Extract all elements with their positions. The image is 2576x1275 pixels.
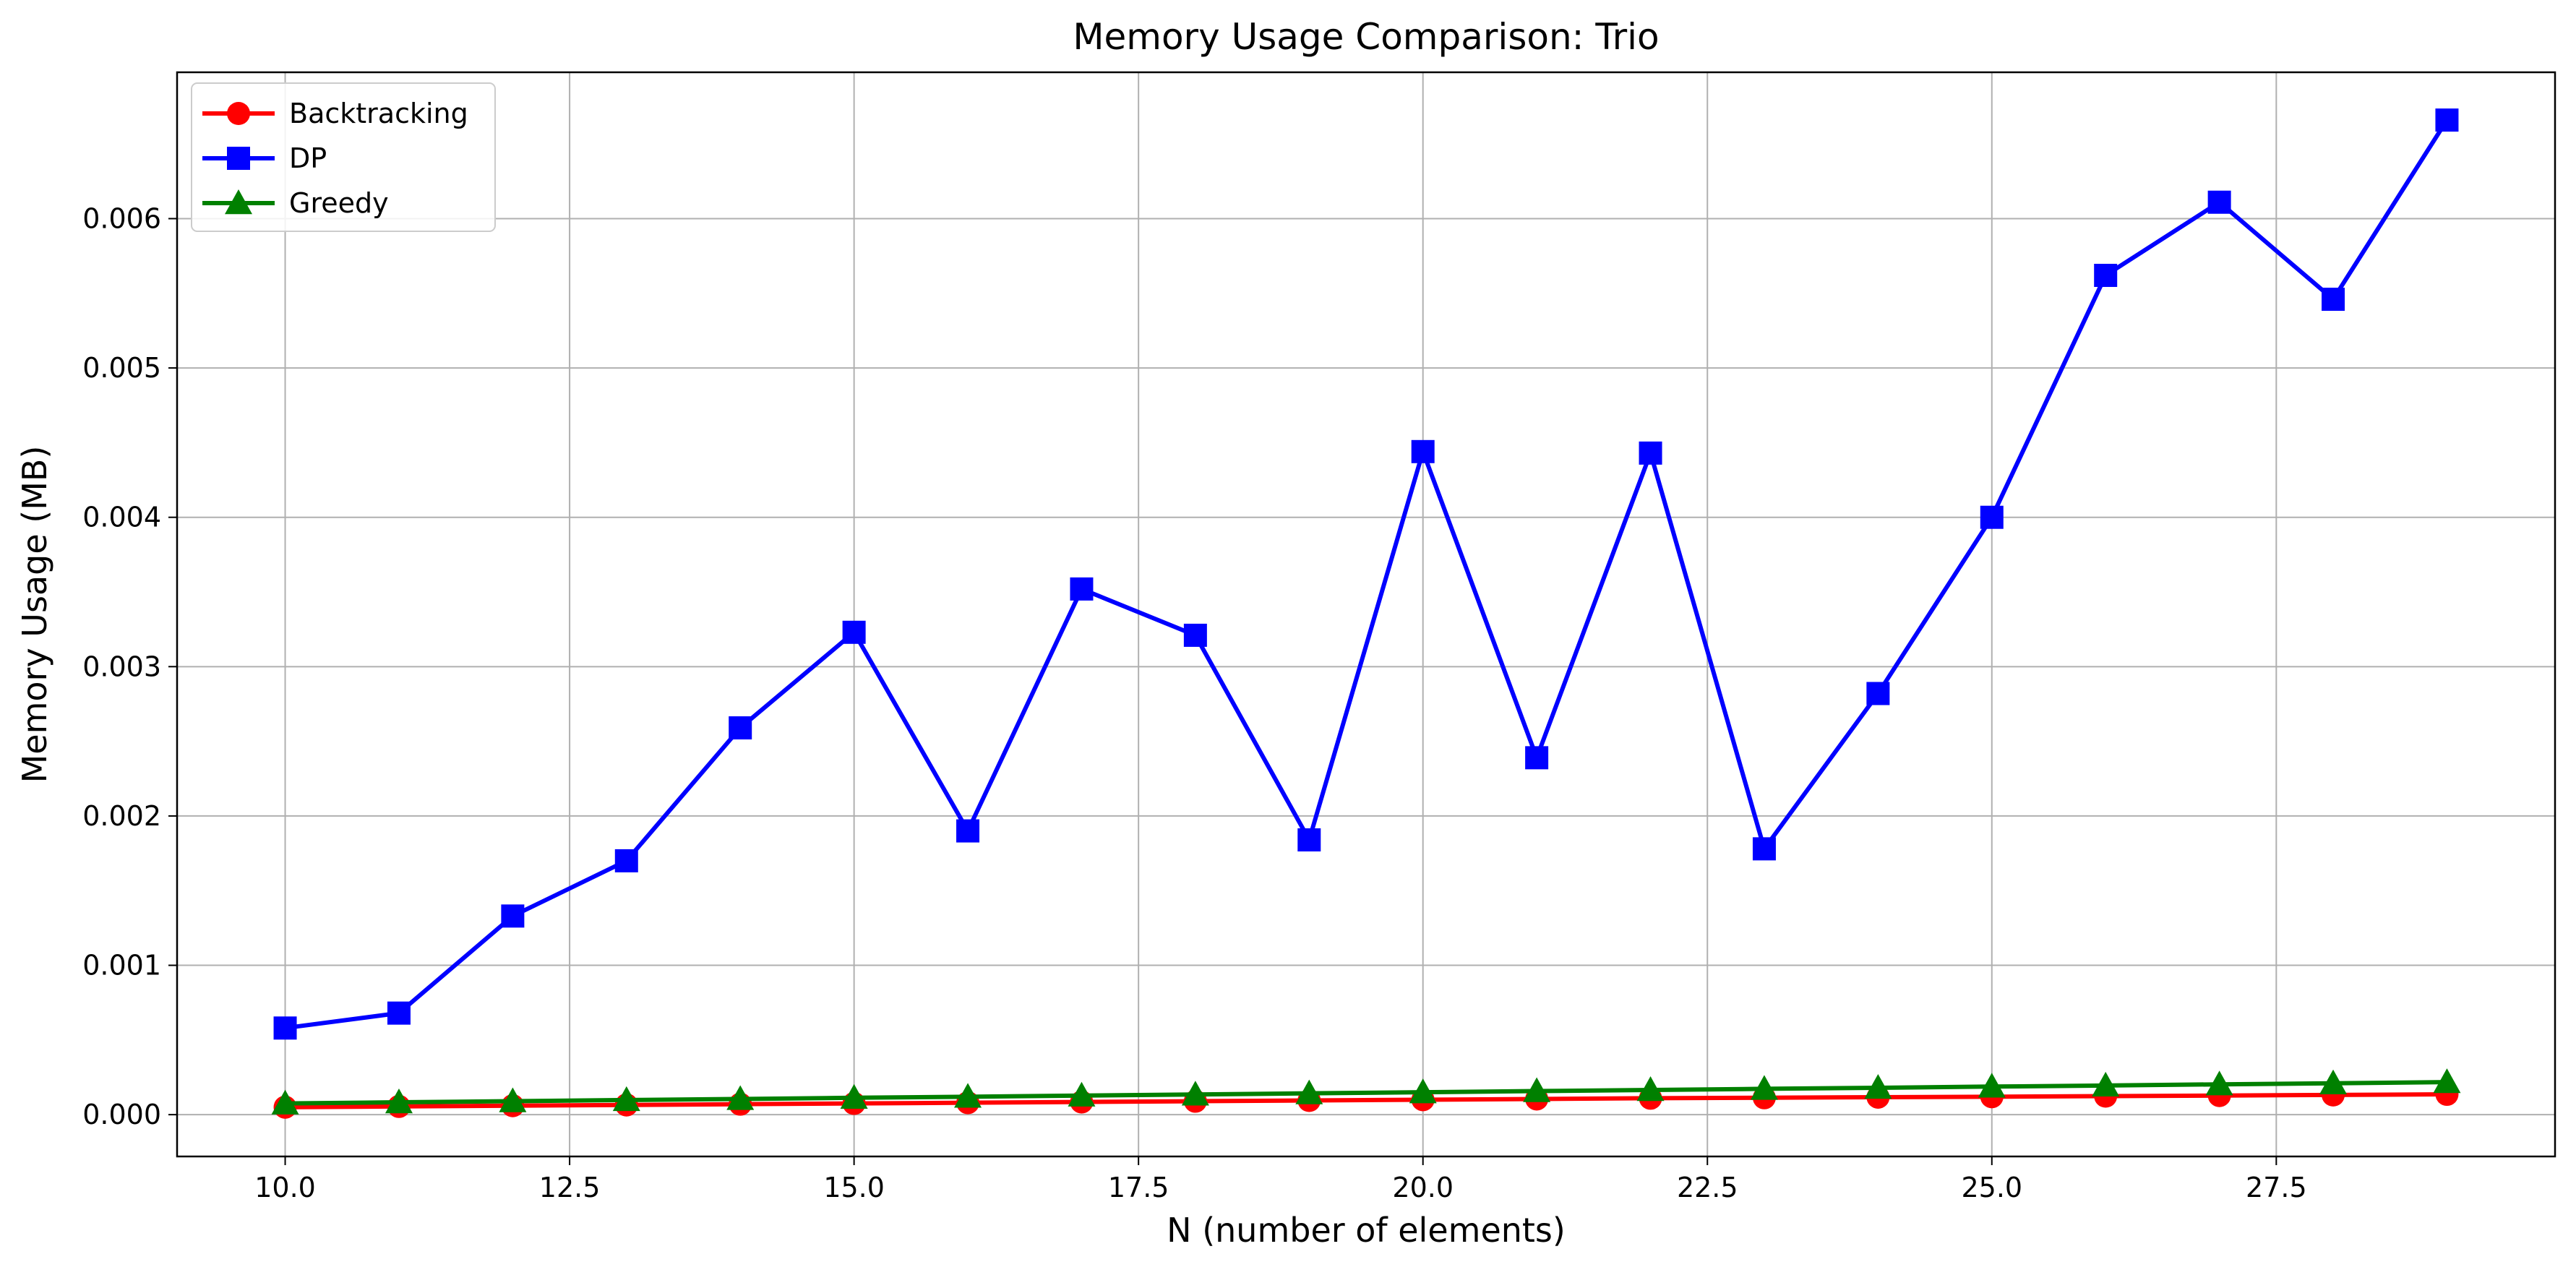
legend-marker-backtracking xyxy=(227,102,250,125)
series-line-greedy xyxy=(285,1080,2447,1106)
data-point-greedy xyxy=(1750,1075,1778,1100)
data-point-greedy xyxy=(385,1089,413,1114)
data-point-dp xyxy=(1980,505,2004,529)
data-point-greedy xyxy=(1409,1078,1437,1104)
data-point-dp xyxy=(1866,682,1890,705)
series-line-dp xyxy=(285,119,2449,1031)
chart-title: Memory Usage Comparison: Trio xyxy=(1073,16,1659,58)
data-point-dp xyxy=(273,1016,297,1040)
data-point-greedy xyxy=(840,1083,868,1109)
plot-frame xyxy=(176,71,2556,1158)
data-point-greedy xyxy=(1636,1076,1665,1102)
series-layer xyxy=(271,108,2461,1119)
data-point-dp xyxy=(2207,190,2231,214)
legend-item-dp: DP xyxy=(202,142,327,174)
x-tick-label: 17.5 xyxy=(1108,1172,1169,1203)
data-point-greedy xyxy=(2433,1068,2461,1094)
data-point-dp xyxy=(1525,746,1549,770)
x-tick-label: 10.0 xyxy=(254,1172,316,1203)
legend-label-backtracking: Backtracking xyxy=(289,98,468,129)
series-greedy xyxy=(271,1068,2461,1115)
x-tick-label: 27.5 xyxy=(2246,1172,2307,1203)
y-tick-label: 0.001 xyxy=(82,950,161,982)
legend-marker-dp xyxy=(227,147,250,170)
data-point-dp xyxy=(842,620,866,644)
data-point-dp xyxy=(956,819,980,843)
y-axis-label: Memory Usage (MB) xyxy=(15,446,54,784)
y-tick-label: 0.000 xyxy=(82,1099,161,1130)
x-tick-label: 20.0 xyxy=(1392,1172,1454,1203)
data-point-greedy xyxy=(726,1085,755,1110)
data-point-greedy xyxy=(499,1087,527,1112)
ticks: 10.0 12.5 15.0 17.5 20.0 22.5 25.0 27.5 0.000 0.0… xyxy=(82,202,2306,1203)
data-point-greedy xyxy=(612,1086,640,1112)
data-point-greedy xyxy=(2319,1069,2348,1094)
y-tick-label: 0.006 xyxy=(82,202,161,234)
data-point-greedy xyxy=(2205,1070,2233,1096)
data-point-greedy xyxy=(271,1089,299,1115)
data-point-greedy xyxy=(1864,1073,1892,1099)
x-axis-label: N (number of elements) xyxy=(1167,1211,1566,1250)
data-point-dp xyxy=(2435,108,2459,132)
data-point-dp xyxy=(729,716,752,740)
data-point-dp xyxy=(2094,263,2118,287)
data-point-greedy xyxy=(954,1083,982,1108)
data-point-dp xyxy=(2322,288,2345,312)
legend-label-greedy: Greedy xyxy=(289,187,389,219)
data-point-dp xyxy=(387,1001,411,1025)
data-point-dp xyxy=(1639,441,1662,465)
data-point-dp xyxy=(1070,577,1094,601)
legend-item-backtracking: Backtracking xyxy=(202,98,468,129)
y-tick-label: 0.004 xyxy=(82,502,161,533)
data-point-dp xyxy=(1183,623,1207,647)
data-point-dp xyxy=(501,904,525,928)
data-point-greedy xyxy=(1181,1081,1209,1106)
data-point-dp xyxy=(1297,828,1321,851)
legend-item-greedy: Greedy xyxy=(202,187,389,219)
data-point-greedy xyxy=(1068,1081,1096,1107)
data-point-dp xyxy=(1411,439,1435,463)
series-line-backtracking xyxy=(285,1092,2447,1109)
legend-marker-greedy xyxy=(225,189,252,215)
y-tick-label: 0.005 xyxy=(82,352,161,384)
legend-box xyxy=(191,82,496,232)
y-tick-label: 0.002 xyxy=(82,800,161,832)
y-tick-label: 0.003 xyxy=(82,651,161,682)
data-point-greedy xyxy=(2092,1071,2120,1097)
x-tick-label: 25.0 xyxy=(1961,1172,2022,1203)
data-point-greedy xyxy=(1295,1079,1323,1104)
data-point-greedy xyxy=(1978,1073,2006,1098)
x-tick-label: 22.5 xyxy=(1677,1172,1738,1203)
data-point-dp xyxy=(1752,837,1776,861)
legend-label-dp: DP xyxy=(289,142,327,174)
x-tick-label: 15.0 xyxy=(823,1172,885,1203)
legend: Backtracking DP Greedy xyxy=(191,82,496,232)
x-tick-label: 12.5 xyxy=(539,1172,601,1203)
series-dp xyxy=(273,108,2459,1040)
data-point-dp xyxy=(614,849,638,872)
data-point-greedy xyxy=(1523,1077,1551,1102)
